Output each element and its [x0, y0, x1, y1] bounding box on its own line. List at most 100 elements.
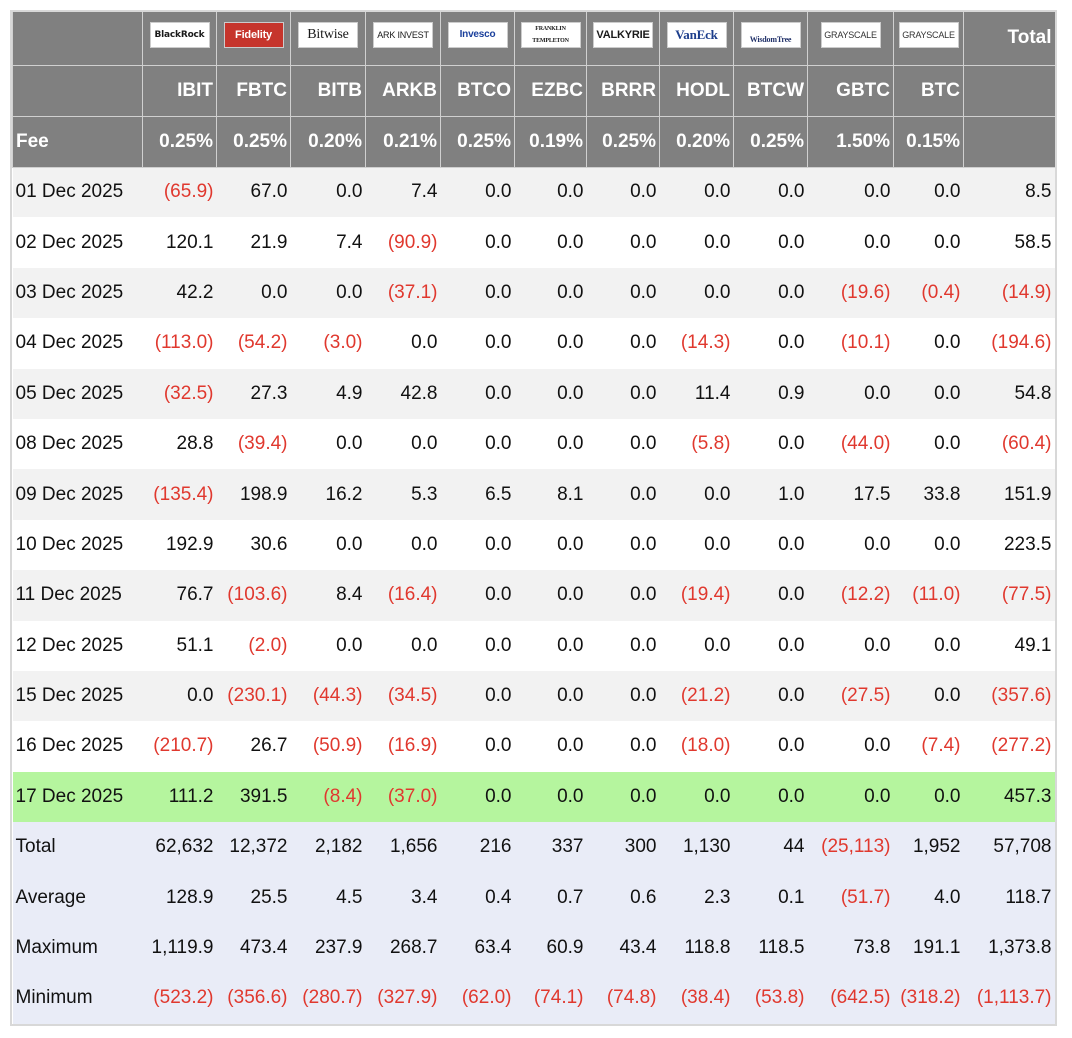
- ticker: EZBC: [514, 65, 587, 117]
- flow-value: 0.0: [893, 167, 964, 218]
- flow-value: (16.4): [365, 570, 441, 621]
- issuer-logo: ARK INVEST: [373, 22, 433, 49]
- summary-value: 216: [440, 822, 515, 873]
- flow-value: 0.0: [659, 267, 734, 319]
- ticker: BTCW: [733, 65, 808, 117]
- summary-value: 268.7: [365, 922, 441, 974]
- flow-value: (10.1): [807, 318, 894, 369]
- issuer-logo: WisdomTree: [740, 22, 801, 49]
- flow-row: 11 Dec 2025 76.7 (103.6) 8.4 (16.4) 0.0 0.0 0.0…: [12, 570, 1055, 621]
- summary-value: (53.8): [733, 973, 808, 1024]
- flow-value: 8.4: [290, 570, 366, 621]
- flow-value: 0.0: [514, 217, 587, 268]
- ticker: IBIT: [142, 65, 217, 117]
- summary-value: (38.4): [659, 973, 734, 1024]
- flow-value: 0.0: [365, 519, 441, 571]
- summary-value: 300: [586, 822, 660, 873]
- summary-label: Maximum: [12, 922, 143, 974]
- summary-value: 1,656: [365, 822, 441, 873]
- flow-value: 0.0: [586, 217, 660, 268]
- flow-value: 0.0: [440, 318, 515, 369]
- flow-row: 04 Dec 2025 (113.0) (54.2) (3.0) 0.0 0.0 0.0 0.…: [12, 318, 1055, 369]
- flow-value: 0.0: [440, 167, 515, 218]
- flow-value: (0.4): [893, 267, 964, 319]
- flow-value: (27.5): [807, 670, 894, 722]
- row-total: (60.4): [963, 418, 1055, 470]
- flow-value: 30.6: [216, 519, 291, 571]
- flow-value: 0.0: [514, 771, 587, 823]
- flow-value: 0.0: [290, 620, 366, 671]
- total-header: Total: [963, 12, 1055, 66]
- flow-value: (113.0): [142, 318, 217, 369]
- flow-value: 42.2: [142, 267, 217, 319]
- logo-cell: VanEck: [659, 12, 734, 66]
- flow-value: 0.0: [290, 167, 366, 218]
- fee: 0.20%: [290, 116, 366, 168]
- logo-cell: Fidelity: [216, 12, 291, 66]
- ticker: BTC: [893, 65, 964, 117]
- ticker: ARKB: [365, 65, 441, 117]
- summary-value: 118.7: [963, 872, 1055, 923]
- flow-row: 17 Dec 2025 111.2 391.5 (8.4) (37.0) 0.0 0.0 0.…: [12, 771, 1055, 823]
- flow-value: 0.0: [659, 519, 734, 571]
- summary-value: 3.4: [365, 872, 441, 923]
- flow-value: 0.0: [659, 469, 734, 520]
- flow-value: (50.9): [290, 721, 366, 772]
- flow-value: 27.3: [216, 368, 291, 419]
- flow-value: 0.0: [440, 418, 515, 470]
- flow-value: 0.0: [586, 721, 660, 772]
- flow-value: 76.7: [142, 570, 217, 621]
- flow-value: (21.2): [659, 670, 734, 722]
- flow-value: 0.0: [659, 217, 734, 268]
- flow-value: 6.5: [440, 469, 515, 520]
- ticker: BITB: [290, 65, 366, 117]
- summary-value: 1,130: [659, 822, 734, 873]
- flow-value: 0.0: [733, 167, 808, 218]
- summary-value: 63.4: [440, 922, 515, 974]
- flow-value: (16.9): [365, 721, 441, 772]
- issuer-logo: GRAYSCALE: [820, 22, 881, 49]
- flow-value: 5.3: [365, 469, 441, 520]
- flow-value: (5.8): [659, 418, 734, 470]
- flow-value: (54.2): [216, 318, 291, 369]
- flow-value: 0.0: [733, 771, 808, 823]
- flow-row: 12 Dec 2025 51.1 (2.0) 0.0 0.0 0.0 0.0 0.0 0.0 0.…: [12, 620, 1055, 671]
- row-total: 58.5: [963, 217, 1055, 268]
- flow-value: (7.4): [893, 721, 964, 772]
- row-total: 49.1: [963, 620, 1055, 671]
- flow-value: 0.0: [365, 620, 441, 671]
- flow-value: 0.0: [514, 570, 587, 621]
- summary-label: Total: [12, 822, 143, 873]
- flow-value: 0.0: [365, 418, 441, 470]
- flow-value: 42.8: [365, 368, 441, 419]
- flow-value: (32.5): [142, 368, 217, 419]
- row-total: (357.6): [963, 670, 1055, 722]
- ticker: BTCO: [440, 65, 515, 117]
- summary-value: 118.5: [733, 922, 808, 974]
- flow-value: 0.0: [807, 368, 894, 419]
- flow-value: (44.0): [807, 418, 894, 470]
- flow-value: 4.9: [290, 368, 366, 419]
- date: 11 Dec 2025: [12, 570, 143, 621]
- summary-value: 57,708: [963, 822, 1055, 873]
- flow-value: 0.0: [586, 368, 660, 419]
- flow-value: 198.9: [216, 469, 291, 520]
- flow-value: 120.1: [142, 217, 217, 268]
- summary-value: 237.9: [290, 922, 366, 974]
- flow-value: (103.6): [216, 570, 291, 621]
- flow-row: 08 Dec 2025 28.8 (39.4) 0.0 0.0 0.0 0.0 0.0 (5.8…: [12, 418, 1055, 470]
- table-frame: BlackRock Fidelity Bitwise ARK INVEST Invesc…: [10, 10, 1057, 1026]
- flow-value: (14.3): [659, 318, 734, 369]
- flow-value: 0.0: [893, 318, 964, 369]
- fee-label: Fee: [12, 116, 143, 168]
- summary-row: Maximum 1,119.9 473.4 237.9 268.7 63.4 60.9 43.…: [12, 922, 1055, 974]
- flow-value: 0.0: [733, 318, 808, 369]
- issuer-logo: GRAYSCALE: [898, 22, 959, 49]
- flow-value: 26.7: [216, 721, 291, 772]
- row-total: 223.5: [963, 519, 1055, 571]
- fee: 0.25%: [733, 116, 808, 168]
- flow-value: 0.0: [586, 267, 660, 319]
- flow-value: 0.0: [514, 167, 587, 218]
- flow-row: 02 Dec 2025 120.1 21.9 7.4 (90.9) 0.0 0.0 0.0 0.…: [12, 217, 1055, 268]
- flow-value: 0.0: [807, 519, 894, 571]
